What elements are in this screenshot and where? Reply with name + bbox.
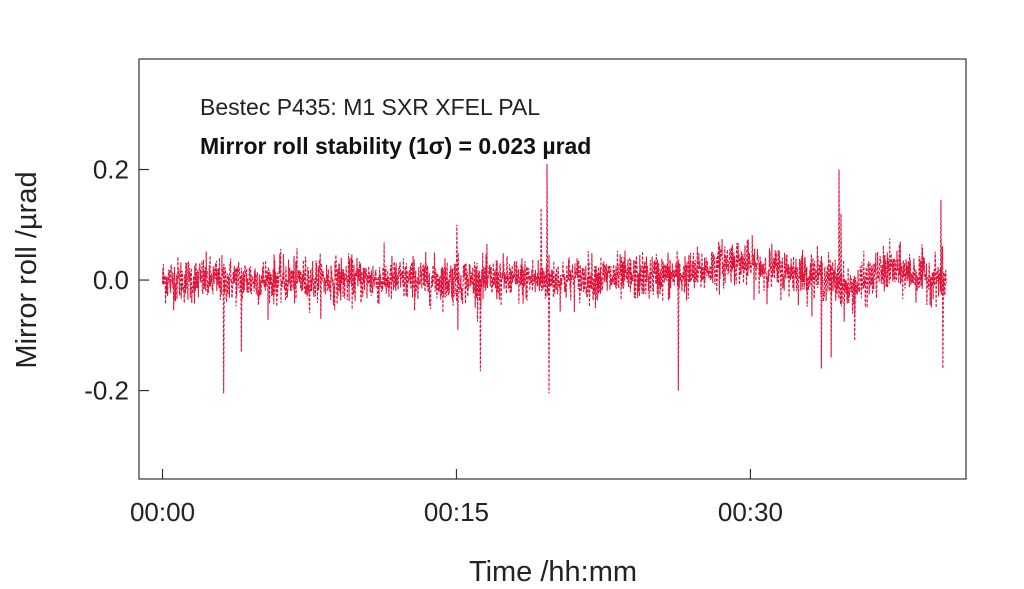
y-tick-label-2: -0.2 (84, 376, 129, 406)
y-tick-label-1: 0.0 (93, 265, 129, 295)
x-tick-label-1: 00:15 (424, 497, 489, 527)
series-line-0 (161, 163, 947, 394)
x-tick-label-0: 00:00 (130, 497, 195, 527)
x-tick-label-2: 00:30 (718, 497, 783, 527)
annotation-line-1: Bestec P435: M1 SXR XFEL PAL (200, 94, 540, 120)
series-layer (161, 163, 947, 394)
annotation-line-2: Mirror roll stability (1σ) = 0.023 µrad (200, 133, 591, 159)
y-axis-title: Mirror roll /µrad (11, 171, 43, 368)
y-tick-label-0: 0.2 (93, 155, 129, 185)
y-axis: 0.2 0.0 -0.2 (84, 155, 149, 406)
plot-frame (138, 58, 967, 480)
x-axis-title: Time /hh:mm (469, 556, 637, 588)
x-axis: 00:00 00:15 00:30 (130, 469, 783, 527)
